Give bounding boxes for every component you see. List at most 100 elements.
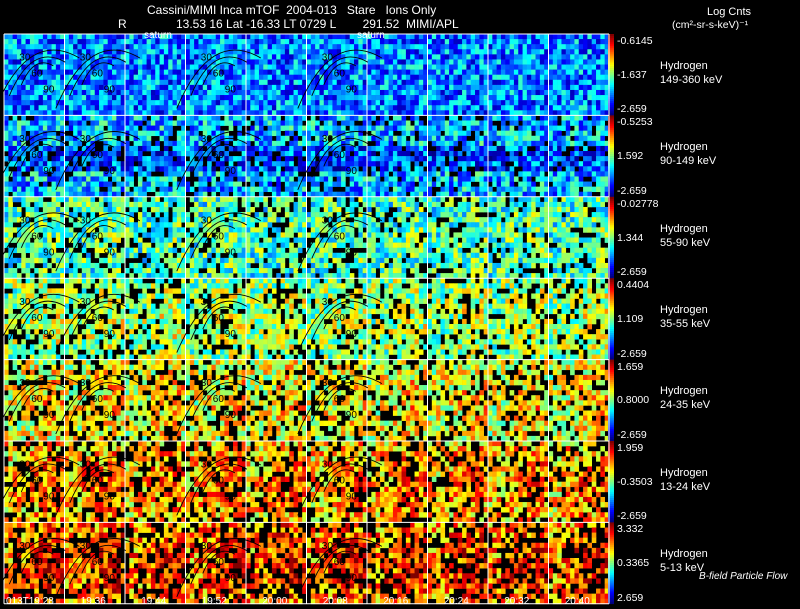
heatmap-pixel [518, 161, 523, 167]
heatmap-pixel [358, 89, 363, 96]
heatmap-pixel [470, 74, 476, 81]
heatmap-pixel [341, 125, 346, 131]
heatmap-pixel [73, 156, 78, 162]
heatmap-pixel [86, 95, 91, 101]
heatmap-pixel [163, 44, 169, 50]
heatmap-pixel [392, 120, 398, 126]
heatmap-pixel [565, 135, 571, 142]
heatmap-pixel [8, 262, 13, 269]
heatmap-pixel [103, 69, 109, 75]
heatmap-pixel [77, 196, 83, 203]
heatmap-pixel [531, 39, 536, 45]
heatmap-pixel [241, 262, 247, 269]
heatmap-pixel [146, 125, 152, 131]
heatmap-pixel [12, 79, 18, 86]
heatmap-pixel [552, 34, 558, 40]
heatmap-pixel [358, 64, 363, 70]
heatmap-pixel [189, 125, 195, 131]
heatmap-pixel [241, 39, 247, 45]
heatmap-pixel [81, 201, 87, 208]
heatmap-pixel [99, 161, 104, 167]
heatmap-pixel [112, 69, 117, 75]
colorbar-segment [608, 72, 614, 75]
heatmap-pixel [345, 95, 351, 101]
heatmap-pixel [207, 130, 212, 137]
heatmap-pixel [315, 130, 320, 137]
heatmap-pixel [297, 125, 303, 131]
heatmap-pixel [34, 135, 39, 142]
heatmap-pixel [263, 135, 268, 142]
heatmap-pixel [544, 84, 549, 91]
heatmap-pixel [496, 191, 502, 198]
heatmap-pixel [198, 171, 204, 177]
heatmap-pixel [466, 105, 472, 111]
heatmap-pixel [215, 222, 221, 228]
heatmap-pixel [271, 64, 277, 70]
heatmap-pixel [583, 186, 588, 193]
heatmap-pixel [237, 191, 242, 198]
heatmap-pixel [34, 34, 39, 40]
heatmap-pixel [462, 100, 467, 106]
heatmap-pixel [125, 166, 130, 172]
heatmap-pixel [600, 115, 605, 121]
heatmap-pixel [60, 64, 65, 70]
heatmap-pixel [172, 145, 178, 152]
heatmap-pixel [246, 64, 251, 70]
heatmap-pixel [544, 100, 549, 106]
heatmap-pixel [336, 161, 342, 167]
heatmap-pixel [185, 222, 191, 228]
heatmap-pixel [600, 69, 605, 75]
heatmap-pixel [405, 44, 411, 50]
heatmap-pixel [246, 156, 251, 162]
heatmap-pixel [116, 257, 121, 264]
heatmap-pixel [16, 247, 22, 254]
heatmap-pixel [16, 191, 22, 198]
heatmap-pixel [341, 181, 346, 187]
heatmap-pixel [77, 105, 83, 111]
heatmap-pixel [284, 69, 290, 75]
heatmap-pixel [444, 105, 450, 111]
heatmap-pixel [228, 186, 234, 193]
heatmap-pixel [202, 171, 208, 177]
heatmap-pixel [90, 39, 96, 45]
heatmap-pixel [250, 44, 255, 50]
heatmap-pixel [466, 79, 472, 86]
heatmap-pixel [60, 44, 65, 50]
heatmap-pixel [233, 49, 238, 55]
heatmap-pixel [142, 84, 147, 91]
colorbar-segment [608, 172, 614, 175]
heatmap-pixel [25, 227, 31, 233]
heatmap-pixel [81, 125, 87, 131]
heatmap-pixel [392, 151, 398, 157]
heatmap-pixel [354, 39, 359, 45]
heatmap-pixel [410, 49, 415, 55]
heatmap-pixel [302, 74, 307, 81]
heatmap-pixel [125, 176, 130, 182]
heatmap-pixel [440, 176, 446, 182]
heatmap-pixel [392, 74, 398, 81]
heatmap-pixel [194, 196, 199, 203]
heatmap-pixel [47, 59, 52, 65]
heatmap-pixel [125, 217, 130, 223]
heatmap-pixel [34, 54, 39, 60]
heatmap-pixel [8, 156, 13, 162]
heatmap-pixel [237, 59, 242, 65]
heatmap-pixel [306, 54, 312, 60]
heatmap-pixel [29, 273, 35, 279]
heatmap-pixel [565, 130, 571, 137]
heatmap-pixel [466, 145, 472, 152]
heatmap-pixel [561, 140, 567, 147]
heatmap-pixel [129, 217, 134, 223]
heatmap-pixel [271, 89, 277, 96]
heatmap-pixel [418, 49, 424, 55]
heatmap-pixel [137, 227, 143, 233]
heatmap-pixel [185, 135, 191, 142]
heatmap-pixel [323, 186, 329, 193]
heatmap-pixel [367, 79, 372, 86]
heatmap-pixel [254, 54, 260, 60]
heatmap-pixel [479, 44, 484, 50]
heatmap-pixel [392, 156, 398, 162]
heatmap-pixel [202, 120, 208, 126]
heatmap-pixel [453, 100, 459, 106]
heatmap-pixel [8, 273, 13, 279]
